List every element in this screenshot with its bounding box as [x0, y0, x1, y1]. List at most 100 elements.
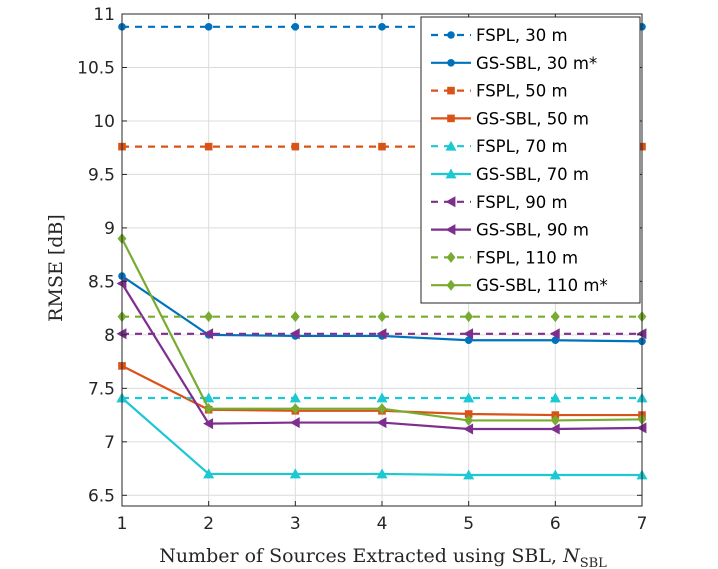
x-tick-label: 2	[203, 514, 214, 534]
data-point	[549, 392, 561, 403]
data-point	[464, 414, 474, 426]
x-tick-label: 1	[117, 514, 128, 534]
x-tick-label: 7	[637, 514, 648, 534]
legend-swatch-marker	[447, 114, 455, 123]
data-point	[204, 142, 213, 151]
legend-label: FSPL, 30 m	[476, 26, 568, 45]
y-tick-label: 7.5	[88, 379, 115, 399]
data-point	[464, 410, 473, 418]
x-axis-title-text: Number of Sources Extracted using SBL,	[159, 545, 563, 567]
axes-layer: 1 2 3 4 5 6 7 6.5 7 7.5 8 8.5 9 9.5 10 10.5 11	[77, 5, 647, 534]
data-point	[289, 392, 301, 403]
x-axis-title-subscript: SBL	[580, 556, 607, 569]
data-point	[377, 311, 387, 323]
data-point	[463, 469, 475, 480]
data-point	[549, 423, 560, 435]
legend-entry: FSPL, 90 m	[431, 193, 568, 212]
legend-entry: GS-SBL, 110 m*	[431, 276, 608, 295]
data-point	[203, 392, 215, 403]
data-point	[464, 311, 474, 323]
data-point	[463, 328, 474, 340]
data-point	[204, 311, 214, 323]
x-tick-label: 5	[463, 514, 474, 534]
x-tick-label: 4	[377, 514, 388, 534]
legend-entry: FSPL, 30 m	[431, 26, 568, 45]
legend-entry: FSPL, 50 m	[431, 82, 568, 101]
data-point	[378, 142, 386, 151]
legend: FSPL, 30 m GS-SBL, 30 m* FSPL, 50 m GS-SBL,…	[420, 16, 641, 304]
series-6	[116, 328, 647, 340]
x-tick-label: 3	[290, 514, 301, 534]
data-point	[289, 328, 300, 340]
legend-label: FSPL, 70 m	[476, 137, 568, 156]
data-point	[550, 311, 560, 323]
legend-entry: GS-SBL, 30 m*	[431, 54, 597, 73]
y-tick-label: 8	[104, 326, 115, 346]
series-layer	[116, 23, 648, 480]
data-point	[636, 422, 647, 434]
data-point	[376, 417, 387, 429]
legend-label: GS-SBL, 50 m	[476, 109, 589, 128]
series-7	[116, 278, 647, 435]
legend-label: FSPL, 110 m	[476, 248, 578, 267]
data-point	[378, 23, 386, 31]
legend-label: FSPL, 90 m	[476, 193, 568, 212]
data-point	[636, 328, 647, 340]
y-tick-label: 10.5	[77, 58, 115, 78]
data-point	[376, 468, 388, 479]
data-point	[463, 392, 475, 403]
data-point	[289, 468, 301, 479]
legend-swatch-marker	[447, 86, 455, 95]
data-point	[463, 423, 474, 435]
legend-label: FSPL, 50 m	[476, 82, 568, 101]
legend-swatch-marker	[445, 224, 456, 236]
legend-swatch-marker	[445, 140, 457, 151]
legend-entry: GS-SBL, 50 m	[431, 109, 589, 128]
legend-swatch-marker	[447, 31, 455, 39]
y-axis-title: RMSE [dB]	[45, 214, 67, 322]
x-tick-label: 6	[550, 514, 561, 534]
y-tick-label: 6.5	[88, 486, 115, 506]
series-9	[117, 233, 647, 426]
data-point	[291, 23, 300, 31]
data-point	[549, 328, 560, 340]
legend-entry: FSPL, 70 m	[431, 137, 568, 156]
legend-label: GS-SBL, 90 m	[476, 221, 589, 240]
legend-box	[420, 16, 641, 304]
legend-swatch-marker	[446, 251, 456, 263]
data-point	[291, 142, 300, 151]
data-point	[549, 469, 561, 480]
data-point	[551, 336, 560, 345]
data-point	[550, 414, 560, 426]
legend-label: GS-SBL, 30 m*	[476, 54, 597, 73]
data-point	[377, 403, 387, 415]
data-point	[203, 418, 214, 430]
y-tick-label: 9	[104, 219, 115, 239]
legend-entry: GS-SBL, 90 m	[431, 221, 589, 240]
data-point	[289, 417, 300, 429]
legend-label: GS-SBL, 110 m*	[476, 276, 608, 295]
legend-swatch-marker	[445, 196, 456, 208]
data-point	[290, 311, 300, 323]
data-point	[376, 328, 387, 340]
data-point	[203, 468, 215, 479]
y-tick-label: 7	[104, 433, 115, 453]
legend-entry: FSPL, 110 m	[431, 248, 578, 267]
x-axis-title-symbol: N	[562, 545, 581, 567]
data-point	[464, 336, 473, 345]
data-point	[116, 328, 127, 340]
legend-entry: GS-SBL, 70 m	[431, 165, 589, 184]
y-tick-label: 11	[93, 5, 115, 25]
y-tick-label: 8.5	[88, 272, 115, 292]
y-tick-label: 10	[93, 112, 115, 132]
data-point	[116, 278, 127, 290]
data-point	[290, 403, 300, 415]
y-tick-label: 9.5	[88, 165, 115, 185]
data-point	[203, 328, 214, 340]
legend-label: GS-SBL, 70 m	[476, 165, 589, 184]
legend-swatch-marker	[446, 279, 456, 291]
data-point	[204, 403, 214, 415]
x-axis-title: Number of Sources Extracted using SBL, N…	[159, 545, 607, 569]
legend-swatch-marker	[447, 59, 455, 67]
